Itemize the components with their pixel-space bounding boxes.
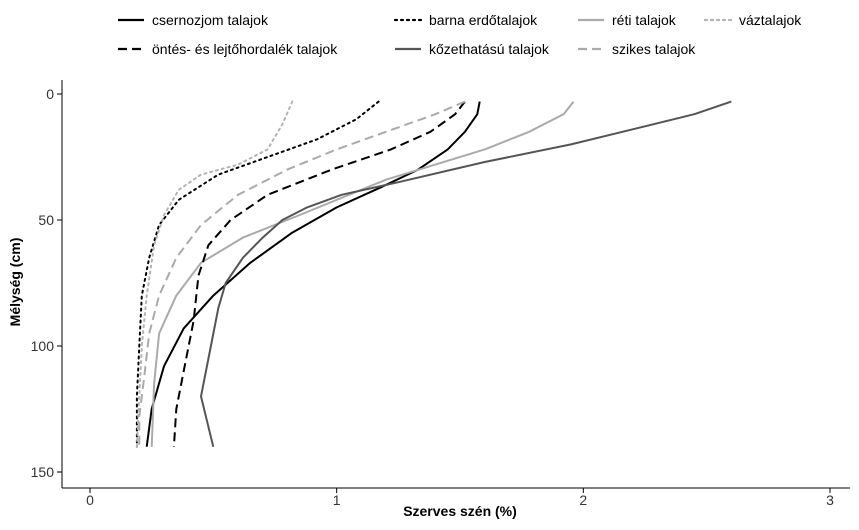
axes — [57, 80, 850, 493]
x-tick-label: 1 — [333, 492, 341, 508]
x-tick-label: 2 — [579, 492, 587, 508]
x-axis-label: Szerves szén (%) — [403, 503, 517, 519]
y-tick-label: 50 — [38, 212, 54, 228]
series-line-1 — [145, 101, 481, 447]
legend-label-5: öntés- és lejtőhordalék talajok — [152, 41, 338, 57]
y-tick-label: 0 — [46, 86, 54, 102]
y-tick-label: 150 — [31, 464, 55, 480]
series-line-4 — [135, 100, 294, 448]
legend-label-7: szikes talajok — [612, 41, 696, 57]
x-tick-label: 3 — [826, 492, 834, 508]
legend-label-1: csernozjom talajok — [152, 12, 269, 28]
series-line-7 — [138, 100, 466, 447]
legend-label-3: réti talajok — [612, 12, 677, 28]
legend-label-4: váztalajok — [739, 12, 802, 28]
plot-lines — [135, 100, 732, 448]
series-line-6 — [200, 100, 732, 448]
series-line-5 — [172, 100, 466, 447]
legend-label-2: barna erdőtalajok — [429, 12, 538, 28]
tick-labels: 0 50 100 150 0 1 2 3 — [31, 86, 834, 508]
legend: csernozjom talajok barna erdőtalajok réti … — [118, 12, 802, 57]
y-axis-label: Mélység (cm) — [7, 238, 23, 327]
legend-label-6: kőzethatású talajok — [429, 41, 550, 57]
series-line-2 — [135, 100, 380, 448]
y-tick-label: 100 — [31, 338, 55, 354]
x-tick-label: 0 — [86, 492, 94, 508]
series-line-3 — [150, 100, 575, 447]
